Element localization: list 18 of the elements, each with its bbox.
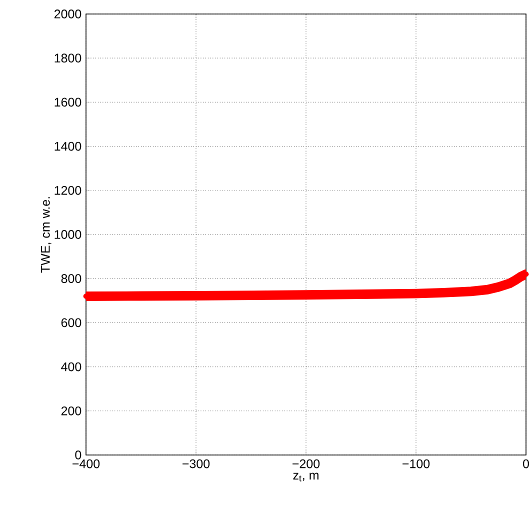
x-tick-label: −300 [182, 459, 210, 468]
x-tick-label: −100 [402, 459, 430, 468]
y-tick-label: 1000 [54, 230, 82, 239]
y-axis-title: TWE, cm w.e. [41, 197, 52, 273]
y-tick-label: 1200 [54, 186, 82, 195]
x-tick-label: −200 [292, 459, 320, 468]
x-tick-label: −400 [72, 459, 100, 468]
y-tick-label: 1600 [54, 98, 82, 107]
y-tick-label: 200 [61, 406, 82, 416]
y-tick-label: 1800 [54, 54, 82, 63]
y-tick-label: 600 [61, 318, 82, 328]
x-tick-label: 0 [523, 459, 529, 468]
y-tick-label: 2000 [54, 10, 82, 18]
y-tick-label: 1400 [54, 142, 82, 151]
x-axis-title: z$_{t}$, m [293, 472, 318, 482]
y-tick-label: 800 [61, 274, 82, 284]
y-tick-label: 0 [75, 450, 82, 460]
y-tick-label: 400 [61, 362, 82, 372]
